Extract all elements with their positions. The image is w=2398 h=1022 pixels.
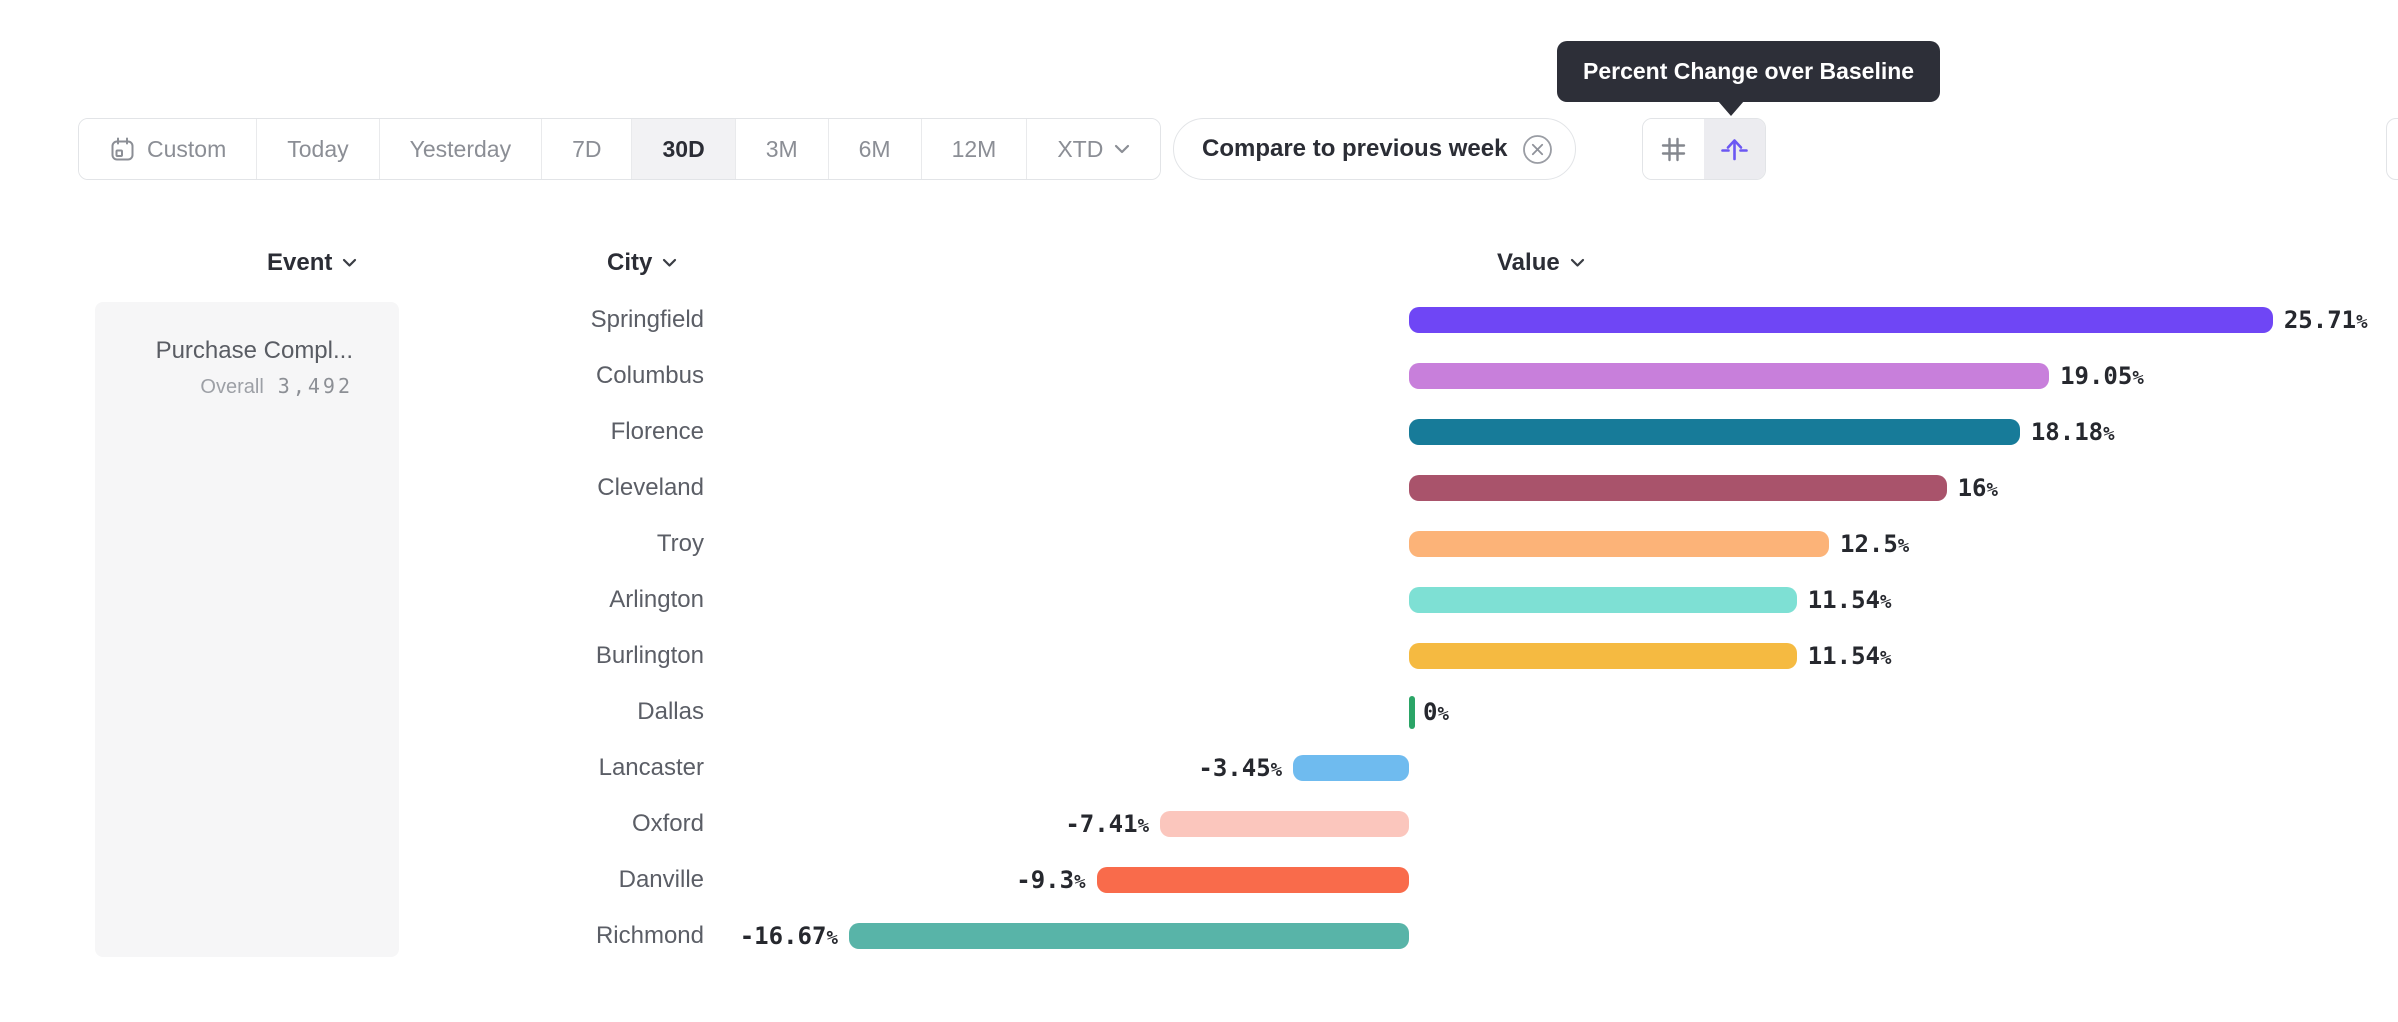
percent-change-toggle-button[interactable] xyxy=(1704,119,1765,179)
compare-button[interactable]: Compare to previous week xyxy=(1173,118,1577,180)
bar[interactable] xyxy=(1160,811,1409,837)
value-label: -7.41% xyxy=(1065,810,1150,838)
remove-circle-icon[interactable] xyxy=(1522,134,1553,165)
date-range-label: 3M xyxy=(765,135,798,162)
tooltip-text: Percent Change over Baseline xyxy=(1583,58,1915,84)
date-range-label: Custom xyxy=(147,135,227,162)
event-name: Purchase Compl... xyxy=(155,337,353,364)
date-range-control: Custom Today Yesterday 7D 30D 3M 6M 12M … xyxy=(78,118,1162,180)
percent-sign: % xyxy=(1270,759,1283,781)
city-label: Columbus xyxy=(595,362,704,389)
calendar-icon xyxy=(109,136,136,163)
percent-sign: % xyxy=(1986,479,1998,501)
bar[interactable] xyxy=(1409,643,1797,669)
date-range-30d[interactable]: 30D xyxy=(632,119,736,179)
column-header-label: City xyxy=(607,249,653,276)
value-label: 0% xyxy=(1423,698,1449,726)
bar[interactable] xyxy=(1293,755,1409,781)
date-range-12m[interactable]: 12M xyxy=(921,119,1028,179)
chart-view-toggle-group xyxy=(1642,118,1766,180)
date-range-label: XTD xyxy=(1057,135,1104,162)
compare-label: Compare to previous week xyxy=(1202,135,1508,162)
event-segment-row: Overall 3,492 xyxy=(95,373,353,400)
chevron-down-icon xyxy=(1114,144,1130,154)
date-range-label: Yesterday xyxy=(409,135,512,162)
city-label: Burlington xyxy=(595,642,704,669)
bar[interactable] xyxy=(1409,475,1947,501)
bar[interactable] xyxy=(1409,587,1797,613)
city-label: Cleveland xyxy=(597,474,704,501)
city-label: Lancaster xyxy=(598,754,704,781)
percent-sign: % xyxy=(1879,647,1892,669)
date-range-xtd[interactable]: XTD xyxy=(1027,119,1161,179)
value-label: 12.5% xyxy=(1840,530,1910,558)
hash-icon xyxy=(1659,135,1688,164)
value-label: 11.54% xyxy=(1807,586,1892,614)
city-label: Richmond xyxy=(595,922,704,949)
tooltip: Percent Change over Baseline xyxy=(1557,41,1941,116)
date-range-7d[interactable]: 7D xyxy=(542,119,633,179)
city-label: Danville xyxy=(618,866,704,893)
segment-value: 3,492 xyxy=(277,374,353,398)
date-range-6m[interactable]: 6M xyxy=(828,119,922,179)
city-label: Oxford xyxy=(631,810,704,837)
date-range-yesterday[interactable]: Yesterday xyxy=(379,119,543,179)
bar[interactable] xyxy=(1409,419,2020,445)
bar[interactable] xyxy=(1409,695,1415,729)
percent-sign: % xyxy=(2132,367,2144,389)
value-label: -16.67% xyxy=(739,922,838,950)
percent-sign: % xyxy=(1137,815,1150,837)
column-header-label: Event xyxy=(267,249,333,276)
city-label: Dallas xyxy=(637,698,704,725)
numbers-toggle-button[interactable] xyxy=(1643,119,1704,179)
city-label: Arlington xyxy=(609,586,704,613)
percent-sign: % xyxy=(2356,311,2368,333)
value-label: 11.54% xyxy=(1807,642,1892,670)
date-range-3m[interactable]: 3M xyxy=(735,119,829,179)
bar[interactable] xyxy=(1096,867,1409,893)
chevron-down-icon xyxy=(342,258,357,268)
value-label: 25.71% xyxy=(2283,306,2368,334)
city-label: Florence xyxy=(610,418,704,445)
value-label: -3.45% xyxy=(1198,754,1283,782)
value-label: 16% xyxy=(1957,474,1998,502)
bar[interactable] xyxy=(1409,531,1829,557)
value-label: -9.3% xyxy=(1016,866,1086,894)
event-card[interactable]: Purchase Compl... Overall 3,492 xyxy=(95,302,399,957)
date-range-label: 12M xyxy=(951,135,997,162)
date-range-label: 6M xyxy=(858,135,891,162)
chevron-down-icon xyxy=(1570,258,1585,268)
bar[interactable] xyxy=(848,923,1409,949)
percent-sign: % xyxy=(1074,871,1086,893)
column-header-label: Value xyxy=(1497,249,1560,276)
baseline-arrow-icon xyxy=(1720,135,1749,164)
city-column-header[interactable]: City xyxy=(607,249,677,277)
percent-sign: % xyxy=(1879,591,1892,613)
value-column-header[interactable]: Value xyxy=(1497,249,1585,277)
chevron-down-icon xyxy=(662,258,677,268)
value-label: 18.18% xyxy=(2030,418,2115,446)
partial-button-right-edge[interactable] xyxy=(2386,118,2398,180)
date-range-custom[interactable]: Custom xyxy=(79,119,258,179)
percent-sign: % xyxy=(1437,703,1449,725)
date-range-label: 7D xyxy=(572,135,602,162)
date-range-label: Today xyxy=(287,135,349,162)
percent-sign: % xyxy=(826,927,838,949)
tooltip-arrow xyxy=(1718,101,1744,116)
value-label: 19.05% xyxy=(2060,362,2144,390)
percent-sign: % xyxy=(2103,423,2115,445)
city-label: Troy xyxy=(656,530,704,557)
city-label: Springfield xyxy=(590,306,704,333)
event-column-header[interactable]: Event xyxy=(267,249,357,277)
percent-sign: % xyxy=(1897,535,1910,557)
date-range-label: 30D xyxy=(662,135,705,162)
date-range-today[interactable]: Today xyxy=(257,119,380,179)
segment-label: Overall xyxy=(200,376,264,398)
bar[interactable] xyxy=(1409,363,2050,389)
bar[interactable] xyxy=(1409,307,2273,333)
